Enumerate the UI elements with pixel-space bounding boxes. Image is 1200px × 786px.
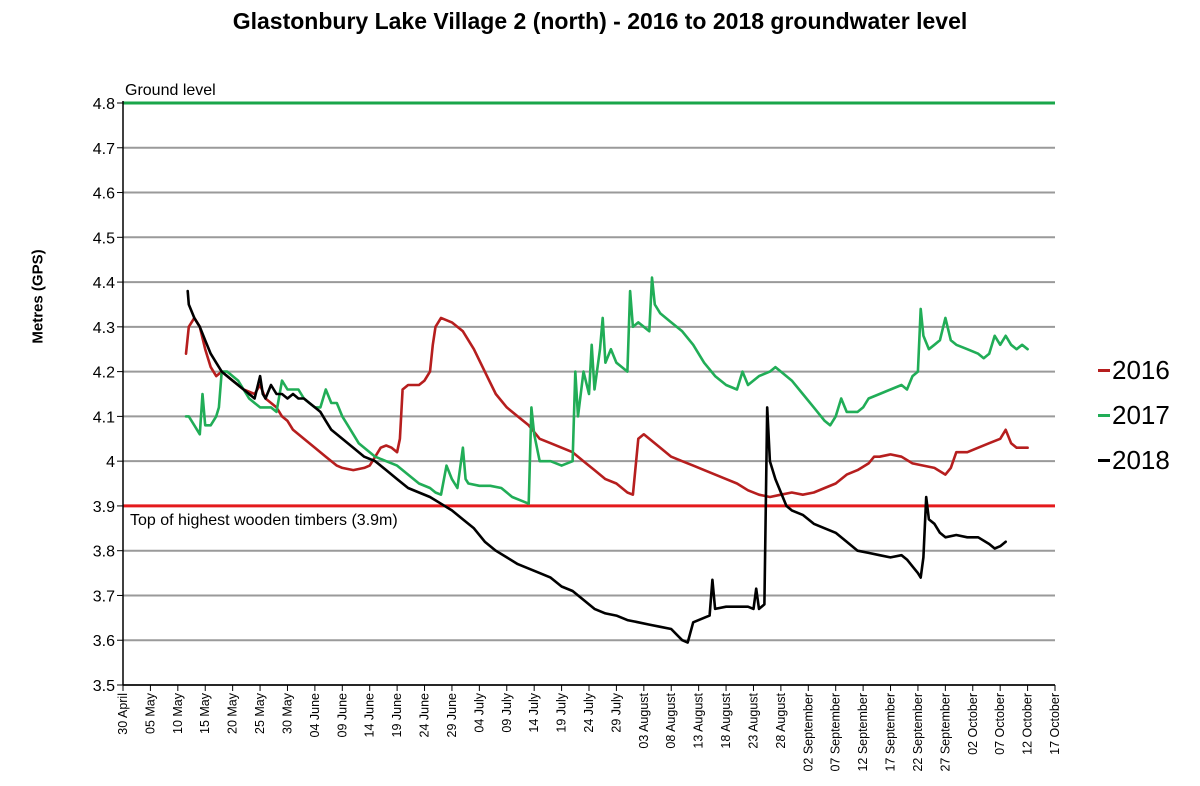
x-tick-label: 24 July xyxy=(582,692,596,732)
data-series xyxy=(184,276,1029,644)
legend-item-2018: 2018 xyxy=(1098,438,1170,483)
y-tick-label: 4.8 xyxy=(93,96,115,113)
x-tick-label: 02 October xyxy=(966,693,980,755)
x-tick-label: 04 July xyxy=(472,692,486,732)
x-tick-label: 19 July xyxy=(555,692,569,732)
x-tick-label: 23 August xyxy=(746,692,760,748)
x-tick-label: 30 May xyxy=(280,692,294,734)
legend-swatch-2018 xyxy=(1098,459,1110,462)
y-tick-label: 4.5 xyxy=(93,230,115,247)
y-tick-label: 4.3 xyxy=(93,320,115,337)
series-line-2018 xyxy=(186,289,1007,644)
x-tick-label: 18 August xyxy=(719,692,733,748)
y-tick-label: 4 xyxy=(106,454,115,471)
x-tick-labels: 30 April 05 May 10 May 15 May 20 May 25 May 30… xyxy=(116,685,1062,772)
legend-label-2016: 2016 xyxy=(1112,355,1170,385)
x-tick-label: 12 September xyxy=(856,693,870,772)
x-tick-label: 12 October xyxy=(1021,693,1035,755)
series-line-2017 xyxy=(184,276,1029,505)
axes xyxy=(122,101,1055,686)
gridlines xyxy=(117,102,1055,686)
legend: 2016 2017 2018 xyxy=(1098,348,1170,483)
legend-item-2017: 2017 xyxy=(1098,393,1170,438)
timbers-level-label: Top of highest wooden timbers (3.9m) xyxy=(130,511,398,529)
x-tick-label: 17 September xyxy=(884,693,898,772)
y-tick-label: 4.2 xyxy=(93,365,115,382)
x-tick-label: 28 August xyxy=(774,692,788,748)
x-tick-label: 03 August xyxy=(637,692,651,748)
legend-label-2017: 2017 xyxy=(1112,400,1170,430)
x-tick-label: 14 June xyxy=(363,693,377,738)
x-tick-label: 09 July xyxy=(500,692,514,732)
y-tick-label: 4.7 xyxy=(93,141,115,158)
y-tick-labels: 4.8 4.7 4.6 4.5 4.4 4.3 4.2 4.1 4 3.9 3.8 3.7 3.6 3.5 xyxy=(93,96,115,695)
x-tick-label: 09 June xyxy=(335,693,349,738)
x-tick-label: 19 June xyxy=(390,693,404,738)
ground-level-label: Ground level xyxy=(125,82,216,99)
x-tick-label: 07 October xyxy=(993,693,1007,755)
legend-swatch-2016 xyxy=(1098,369,1110,372)
x-tick-label: 29 July xyxy=(609,692,623,732)
legend-swatch-2017 xyxy=(1098,414,1110,417)
y-tick-label: 3.8 xyxy=(93,544,115,561)
x-tick-label: 13 August xyxy=(692,692,706,748)
y-tick-label: 3.5 xyxy=(93,678,115,695)
y-tick-label: 4.6 xyxy=(93,186,115,203)
y-tick-label: 4.4 xyxy=(93,275,115,292)
y-tick-label: 3.9 xyxy=(93,499,115,516)
legend-item-2016: 2016 xyxy=(1098,348,1170,393)
chart-title: Glastonbury Lake Village 2 (north) - 201… xyxy=(232,8,968,34)
reference-lines xyxy=(123,101,1055,508)
x-tick-label: 20 May xyxy=(226,692,240,734)
y-tick-label: 4.1 xyxy=(93,409,115,426)
x-tick-label: 15 May xyxy=(198,692,212,734)
x-tick-label: 27 September xyxy=(938,693,952,772)
x-tick-label: 04 June xyxy=(308,693,322,738)
series-line-2016 xyxy=(184,316,1029,499)
x-tick-label: 25 May xyxy=(253,692,267,734)
x-tick-label: 30 April xyxy=(116,693,130,735)
x-tick-label: 17 October xyxy=(1048,693,1062,755)
y-tick-label: 3.6 xyxy=(93,633,115,650)
x-tick-label: 22 September xyxy=(911,693,925,772)
x-tick-label: 14 July xyxy=(527,692,541,732)
x-tick-label: 29 June xyxy=(445,693,459,738)
x-tick-label: 02 September xyxy=(801,693,815,772)
x-tick-label: 05 May xyxy=(143,692,157,734)
x-tick-label: 08 August xyxy=(664,692,678,748)
y-tick-label: 3.7 xyxy=(93,588,115,605)
x-tick-label: 24 June xyxy=(418,693,432,738)
x-tick-label: 10 May xyxy=(171,692,185,734)
legend-label-2018: 2018 xyxy=(1112,445,1170,475)
x-tick-label: 07 September xyxy=(829,693,843,772)
